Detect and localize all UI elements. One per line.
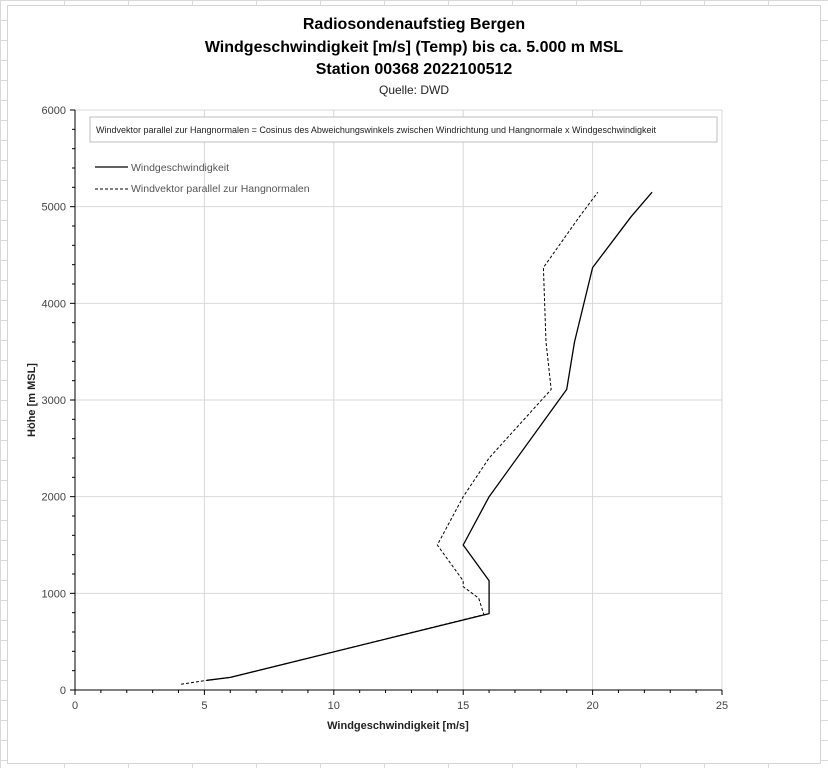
legend-label-vector: Windvektor parallel zur Hangnormalen xyxy=(131,183,310,195)
x-tick-label: 20 xyxy=(586,700,598,712)
series-line-windgeschwindigkeit xyxy=(206,191,653,681)
x-tick-label: 25 xyxy=(716,700,728,712)
x-tick-label: 5 xyxy=(201,700,207,712)
y-tick-label: 4000 xyxy=(42,298,66,310)
y-tick-label: 6000 xyxy=(42,105,66,117)
y-axis-title: Höhe [m MSL] xyxy=(26,363,38,437)
y-tick-label: 2000 xyxy=(42,492,66,504)
x-tick-label: 0 xyxy=(72,700,78,712)
chart-station: Station 00368 2022100512 xyxy=(315,61,513,78)
x-tick-label: 10 xyxy=(328,700,340,712)
legend-label-wind: Windgeschwindigkeit xyxy=(131,162,229,174)
annotation-text: Windvektor parallel zur Hangnormalen = C… xyxy=(96,125,657,135)
y-tick-label: 0 xyxy=(60,685,66,697)
tick-labels: 0 5 10 15 20 25 0 1000 2000 3000 4000 5000 6000 xyxy=(42,105,729,712)
axes xyxy=(70,109,723,695)
gridlines xyxy=(75,109,723,690)
chart-subtitle: Windgeschwindigkeit [m/s] (Temp) bis ca.… xyxy=(204,39,624,56)
chart-source: Quelle: DWD xyxy=(378,83,449,97)
x-tick-label: 15 xyxy=(457,700,469,712)
x-axis-title: Windgeschwindigkeit [m/s] xyxy=(327,720,469,732)
legend: Windgeschwindigkeit Windvektor parallel … xyxy=(95,162,310,195)
y-tick-label: 1000 xyxy=(42,588,66,600)
y-tick-label: 5000 xyxy=(42,202,66,214)
series-line-windvektor xyxy=(181,191,599,685)
y-tick-label: 3000 xyxy=(42,395,66,407)
series-lines xyxy=(181,191,653,685)
chart-title: Radiosondenaufstieg Bergen xyxy=(302,16,526,33)
annotation-box xyxy=(89,116,718,143)
